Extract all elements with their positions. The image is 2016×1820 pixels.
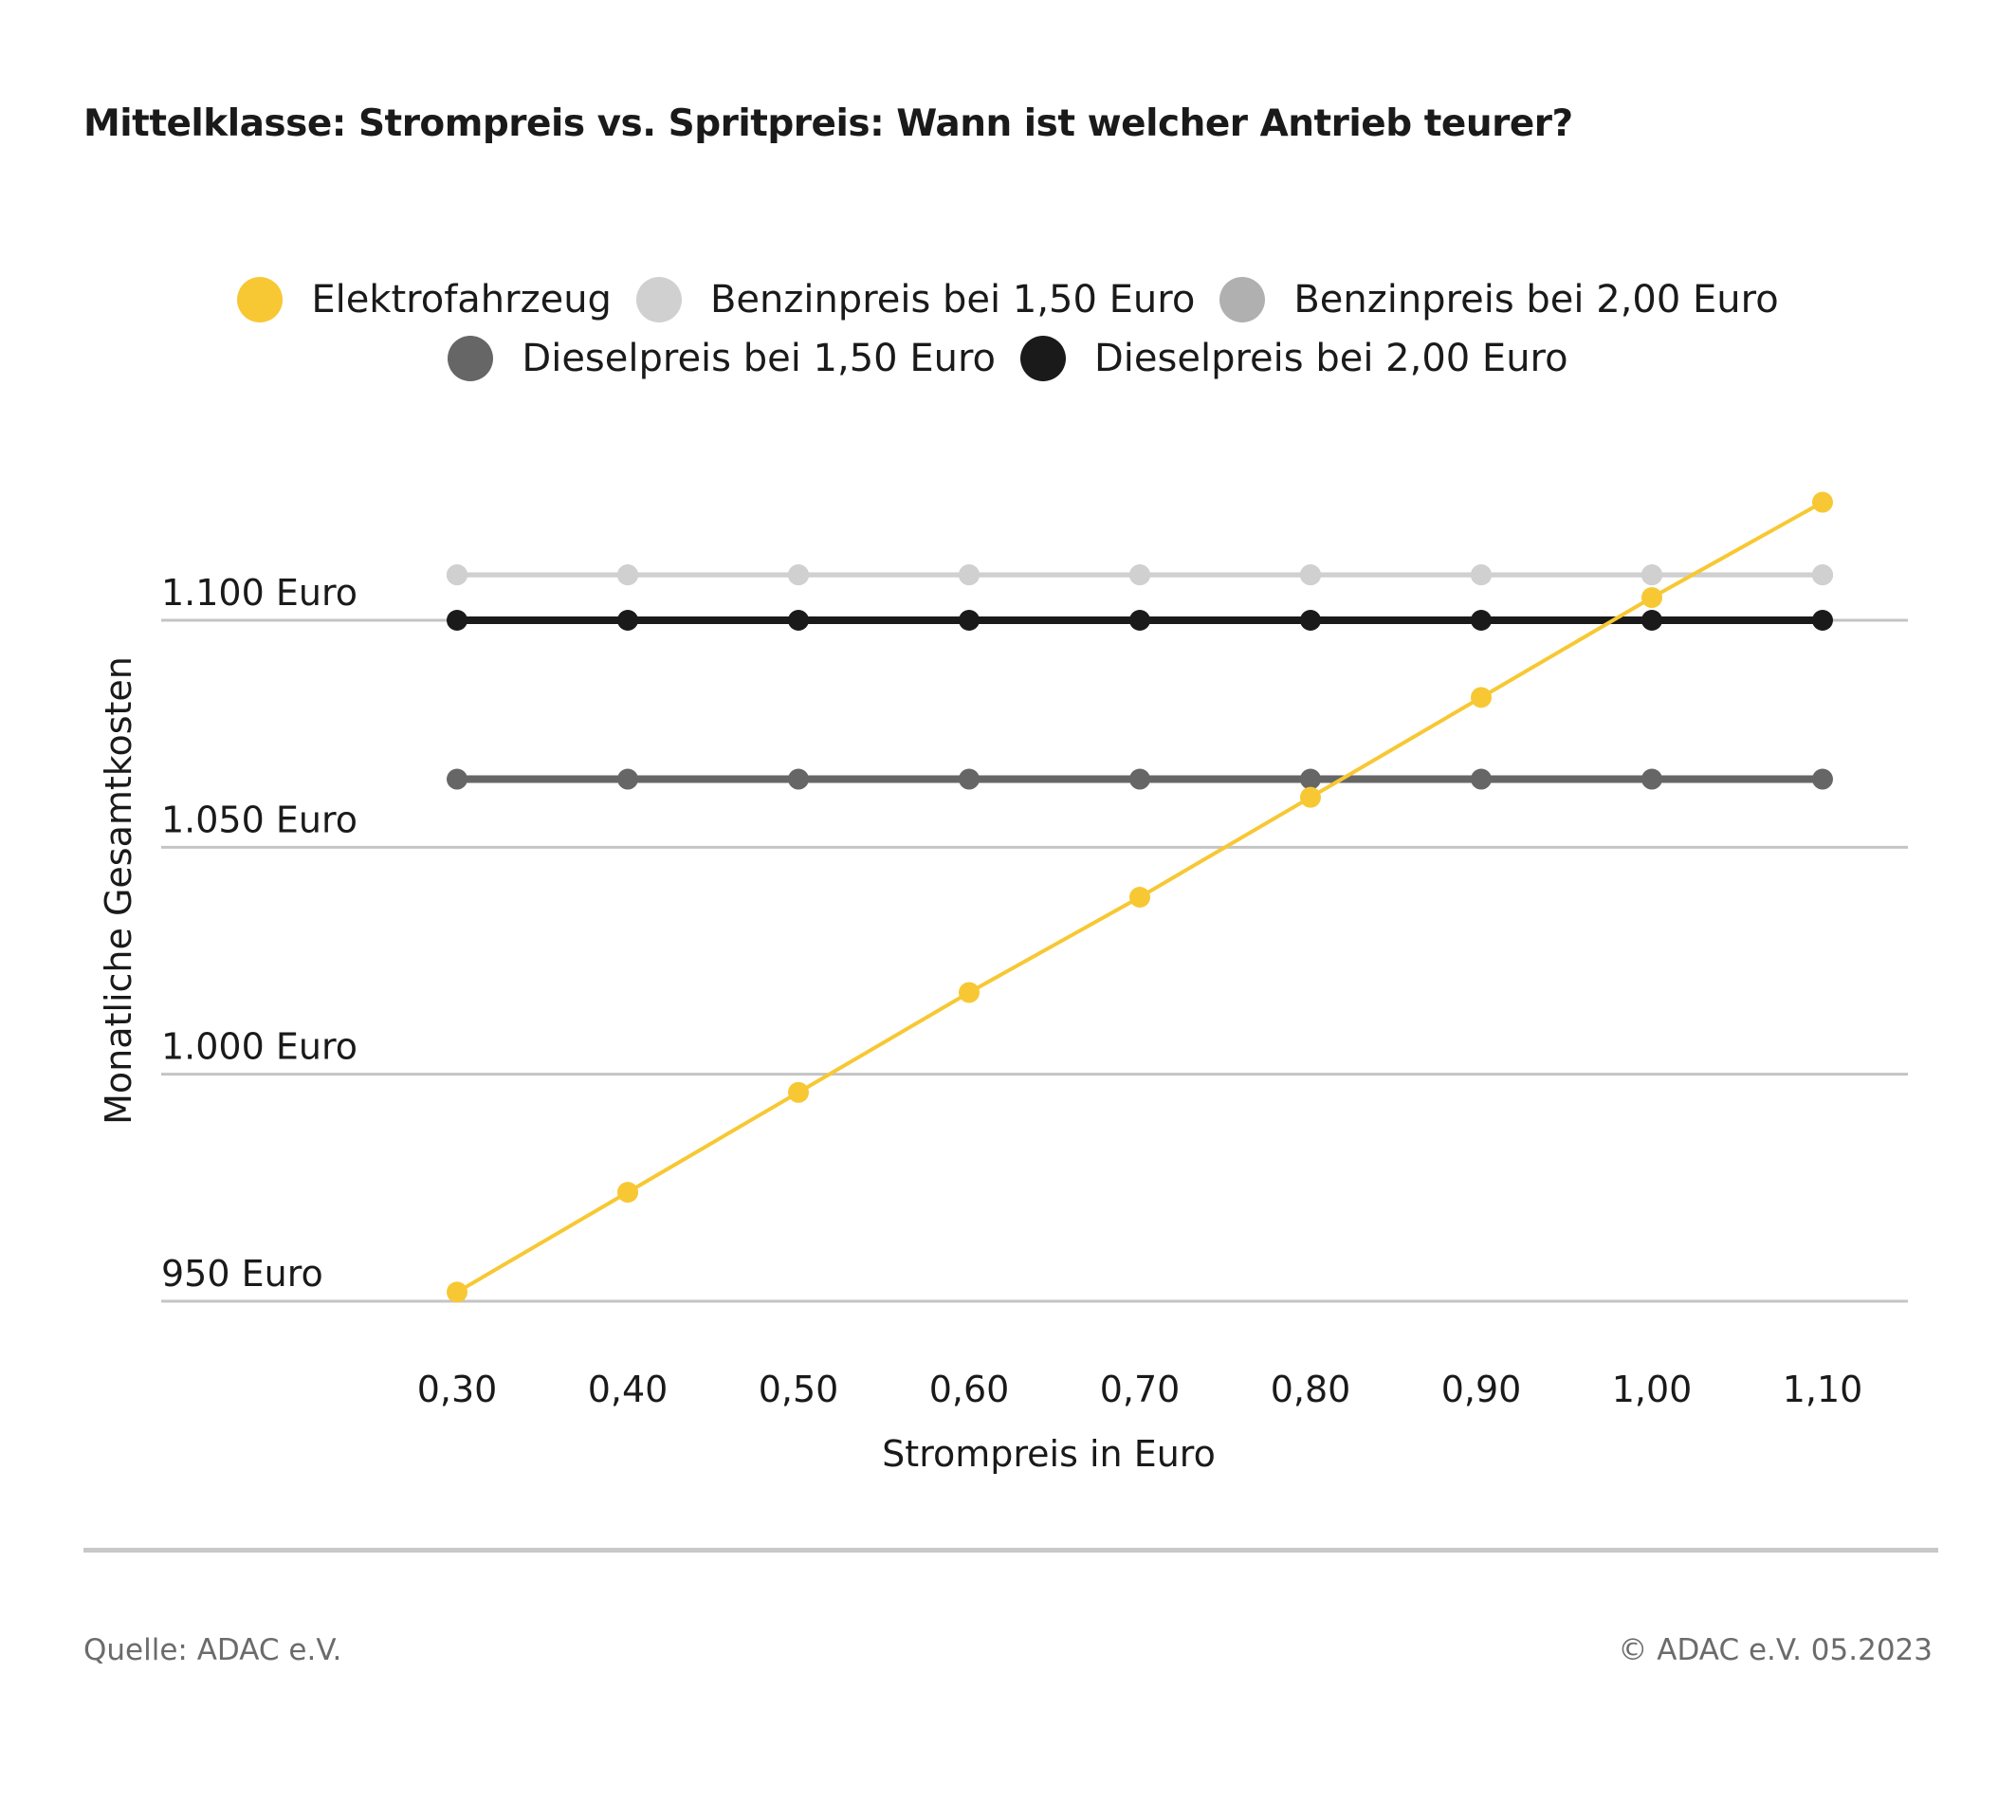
data-point[interactable]: [1471, 687, 1492, 708]
y-tick-label: 950 Euro: [161, 1253, 323, 1295]
x-tick-label: 1,00: [1612, 1369, 1693, 1410]
x-tick-label: 0,90: [1441, 1369, 1522, 1410]
data-point[interactable]: [1641, 564, 1662, 586]
data-point[interactable]: [788, 768, 809, 790]
data-point[interactable]: [1129, 564, 1150, 586]
data-point[interactable]: [447, 610, 467, 631]
series-group: [447, 768, 1833, 790]
legend-swatch-benzin-150: [635, 277, 682, 322]
legend-item-benzin-150[interactable]: Benzinpreis bei 1,50 Euro: [635, 277, 1196, 322]
data-point[interactable]: [1812, 491, 1833, 513]
x-tick-labels: 0,30 0,40 0,50 0,60 0,70 0,80 0,90 1,00 1,10: [417, 1369, 1863, 1410]
x-tick-label: 1,10: [1783, 1369, 1863, 1410]
data-point[interactable]: [1812, 768, 1833, 790]
data-point[interactable]: [617, 768, 638, 790]
legend-swatch-diesel-150: [448, 336, 494, 381]
data-point[interactable]: [959, 982, 980, 1003]
legend-row-1: Elektrofahrzeug Benzinpreis bei 1,50 Eur…: [0, 273, 2016, 326]
x-tick-label: 0,30: [417, 1369, 498, 1410]
data-point[interactable]: [1641, 610, 1662, 631]
data-point[interactable]: [788, 564, 809, 586]
copyright-note: © ADAC e.V. 05.2023: [1618, 1633, 1933, 1667]
y-tick-label: 1.050 Euro: [161, 799, 357, 840]
x-tick-label: 0,50: [759, 1369, 839, 1410]
grid-layer: [161, 618, 1908, 1303]
data-point[interactable]: [617, 564, 638, 586]
data-point[interactable]: [1300, 610, 1321, 631]
data-point[interactable]: [447, 768, 467, 790]
chart-title: Mittelklasse: Strompreis vs. Spritpreis:…: [83, 102, 1573, 145]
legend-item-benzin-200[interactable]: Benzinpreis bei 2,00 Euro: [1219, 277, 1779, 322]
data-point[interactable]: [1812, 564, 1833, 586]
x-tick-label: 0,40: [588, 1369, 669, 1410]
data-point[interactable]: [617, 1182, 638, 1204]
legend-item-elektrofahrzeug[interactable]: Elektrofahrzeug: [237, 277, 612, 322]
data-point[interactable]: [447, 564, 467, 586]
data-point[interactable]: [1641, 768, 1662, 790]
legend-label-diesel-150: Dieselpreis bei 1,50 Euro: [522, 337, 996, 380]
legend-label-elektrofahrzeug: Elektrofahrzeug: [311, 278, 612, 322]
footer-divider: [83, 1548, 1938, 1553]
x-tick-label: 0,60: [929, 1369, 1010, 1410]
legend-swatch-elektrofahrzeug: [237, 277, 284, 322]
data-point[interactable]: [1471, 564, 1492, 586]
x-tick-label: 0,80: [1271, 1369, 1351, 1410]
data-point[interactable]: [1300, 786, 1321, 808]
series-layer: [447, 491, 1833, 1303]
x-tick-label: 0,70: [1100, 1369, 1181, 1410]
legend-label-benzin-200: Benzinpreis bei 2,00 Euro: [1293, 278, 1779, 322]
data-point[interactable]: [1471, 610, 1492, 631]
data-point[interactable]: [788, 1081, 809, 1103]
y-tick-labels: 950 Euro 1.000 Euro 1.050 Euro 1.100 Euro: [161, 572, 357, 1295]
data-point[interactable]: [959, 768, 980, 790]
data-point[interactable]: [1471, 768, 1492, 790]
data-point[interactable]: [1129, 610, 1150, 631]
data-point[interactable]: [1300, 564, 1321, 586]
y-tick-label: 1.000 Euro: [161, 1026, 357, 1068]
data-point[interactable]: [617, 610, 638, 631]
data-point[interactable]: [959, 610, 980, 631]
legend-swatch-benzin-200: [1219, 277, 1266, 322]
x-axis-title: Strompreis in Euro: [882, 1433, 1216, 1475]
data-point[interactable]: [1812, 610, 1833, 631]
legend-item-diesel-200[interactable]: Dieselpreis bei 2,00 Euro: [1020, 336, 1568, 381]
data-point[interactable]: [447, 1281, 467, 1303]
legend-swatch-diesel-200: [1020, 336, 1066, 381]
legend-row-2: Dieselpreis bei 1,50 Euro Dieselpreis be…: [0, 332, 2016, 385]
legend-label-benzin-150: Benzinpreis bei 1,50 Euro: [709, 278, 1196, 322]
source-note: Quelle: ADAC e.V.: [83, 1633, 342, 1667]
data-point[interactable]: [1300, 768, 1321, 790]
series-group: [447, 610, 1833, 631]
data-point[interactable]: [959, 564, 980, 586]
y-axis-title: Monatliche Gesamtkosten: [98, 656, 139, 1125]
legend-item-diesel-150[interactable]: Dieselpreis bei 1,50 Euro: [448, 336, 996, 381]
data-point[interactable]: [1129, 886, 1150, 908]
data-point[interactable]: [1641, 587, 1662, 609]
legend-label-diesel-200: Dieselpreis bei 2,00 Euro: [1094, 337, 1568, 380]
data-point[interactable]: [788, 610, 809, 631]
y-tick-label: 1.100 Euro: [161, 572, 357, 614]
series-group: [447, 491, 1833, 1303]
data-point[interactable]: [1129, 768, 1150, 790]
series-group: [447, 564, 1833, 586]
